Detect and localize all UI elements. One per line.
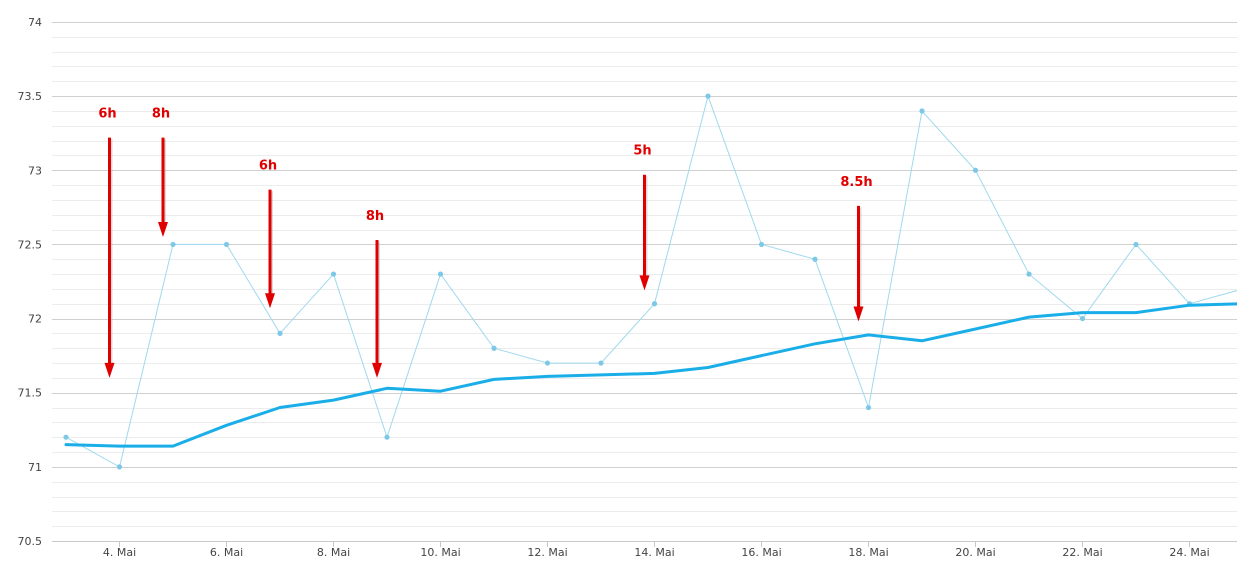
y-tick-label: 72.5 <box>18 238 43 251</box>
x-tick-label: 10. Mai <box>420 546 460 559</box>
measurement-point <box>330 271 337 277</box>
arrow-head <box>853 306 864 322</box>
annotation-label: 6h <box>98 107 116 122</box>
measurement-point <box>491 345 497 351</box>
annotation-label: 5h <box>633 144 651 159</box>
y-tick-label: 71 <box>28 461 42 474</box>
x-tick-label: 8. Mai <box>317 546 350 559</box>
y-tick-label: 71.5 <box>18 387 43 400</box>
measurement-point <box>919 108 925 114</box>
annotation-label: 6h <box>259 159 277 174</box>
x-tick-label: 14. Mai <box>634 546 674 559</box>
x-tick-label: 6. Mai <box>210 546 243 559</box>
measurement-point <box>63 434 69 440</box>
annotation-arrow: 8h <box>366 209 384 378</box>
x-axis: 4. Mai 6. Mai 8. Mai 10. Mai 12. Mai 14. Mai 1… <box>52 541 1237 559</box>
annotation-label: 8.5h <box>840 175 872 190</box>
annotation-arrow: 6h <box>98 107 117 378</box>
measurement-point <box>651 301 658 307</box>
y-tick-label: 70.5 <box>18 535 43 548</box>
measurement-point <box>705 93 711 99</box>
measurement-point <box>223 241 230 248</box>
annotation-label: 8h <box>152 107 170 122</box>
arrow-head <box>158 222 168 238</box>
trend-line <box>64 302 1237 448</box>
series-group <box>63 93 1237 470</box>
annotation-arrow: 8.5h <box>840 175 873 322</box>
measurement-point <box>598 360 604 366</box>
x-tick-label: 22. Mai <box>1062 546 1102 559</box>
x-tick-label: 4. Mai <box>103 546 136 559</box>
arrow-head <box>104 362 115 378</box>
measurement-point <box>865 404 872 411</box>
annotation-arrow: 5h <box>633 144 652 291</box>
annotation-arrow: 6h <box>259 159 277 309</box>
y-tick-label: 73 <box>28 164 42 177</box>
measurement-point <box>758 241 765 248</box>
measurement-point <box>277 330 283 336</box>
measurement-point <box>170 241 176 248</box>
arrow-head <box>639 275 650 291</box>
y-tick-label: 72 <box>28 313 42 326</box>
x-tick-label: 20. Mai <box>955 546 995 559</box>
arrow-head <box>265 293 275 309</box>
annotations-group: 6h 8h 6h 8h 5h 8.5h <box>98 107 873 378</box>
measurement-point <box>812 256 818 262</box>
arrow-head <box>372 362 382 378</box>
x-tick-label: 12. Mai <box>527 546 567 559</box>
measurement-point <box>384 434 390 440</box>
y-tick-label: 73.5 <box>18 90 43 103</box>
measurement-point <box>437 271 444 277</box>
annotation-label: 8h <box>366 209 384 224</box>
measurement-point <box>544 360 551 366</box>
x-tick-label: 18. Mai <box>848 546 888 559</box>
x-tick-label: 16. Mai <box>741 546 781 559</box>
annotation-arrow: 8h <box>152 107 170 238</box>
measurement-point <box>972 167 979 173</box>
y-tick-label: 74 <box>28 16 42 29</box>
measurement-point <box>1133 241 1139 248</box>
measurement-point <box>1079 315 1086 322</box>
x-tick-label: 24. Mai <box>1169 546 1209 559</box>
y-axis-tick-labels: 74 73.5 73 72.5 72 71.5 71 70.5 <box>18 16 43 548</box>
measurement-point <box>116 464 123 470</box>
measurement-point <box>1026 271 1032 277</box>
